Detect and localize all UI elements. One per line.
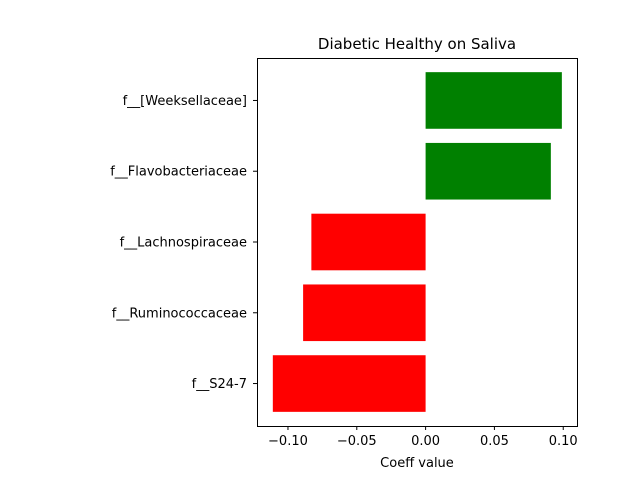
y-tick-label-0: f__[Weeksellaceae] <box>123 94 247 109</box>
x-tick-label-2: 0.00 <box>411 434 440 449</box>
bar-3 <box>303 284 426 342</box>
x-axis-ticks: −0.10 −0.05 0.00 0.05 0.10 <box>268 426 578 449</box>
y-tick-label-4: f__S24-7 <box>192 377 247 392</box>
bar-1 <box>425 142 551 200</box>
x-tick-label-1: −0.05 <box>337 434 377 449</box>
chart-title: Diabetic Healthy on Saliva <box>318 35 516 53</box>
bar-0 <box>425 72 562 129</box>
x-tick-label-4: 0.10 <box>549 434 578 449</box>
y-tick-label-2: f__Lachnospiraceae <box>120 236 247 251</box>
plot-area-frame <box>257 58 578 427</box>
bar-4 <box>272 355 426 412</box>
bars-group <box>272 72 562 412</box>
y-axis-ticks: f__[Weeksellaceae] f__Flavobacteriaceae f_… <box>110 94 257 392</box>
x-tick-label-3: 0.05 <box>480 434 509 449</box>
bar-2 <box>311 213 426 271</box>
x-axis-label: Coeff value <box>380 456 454 471</box>
y-tick-label-3: f__Ruminococcaceae <box>112 306 247 321</box>
y-tick-label-1: f__Flavobacteriaceae <box>110 165 247 180</box>
x-tick-label-0: −0.10 <box>268 434 308 449</box>
